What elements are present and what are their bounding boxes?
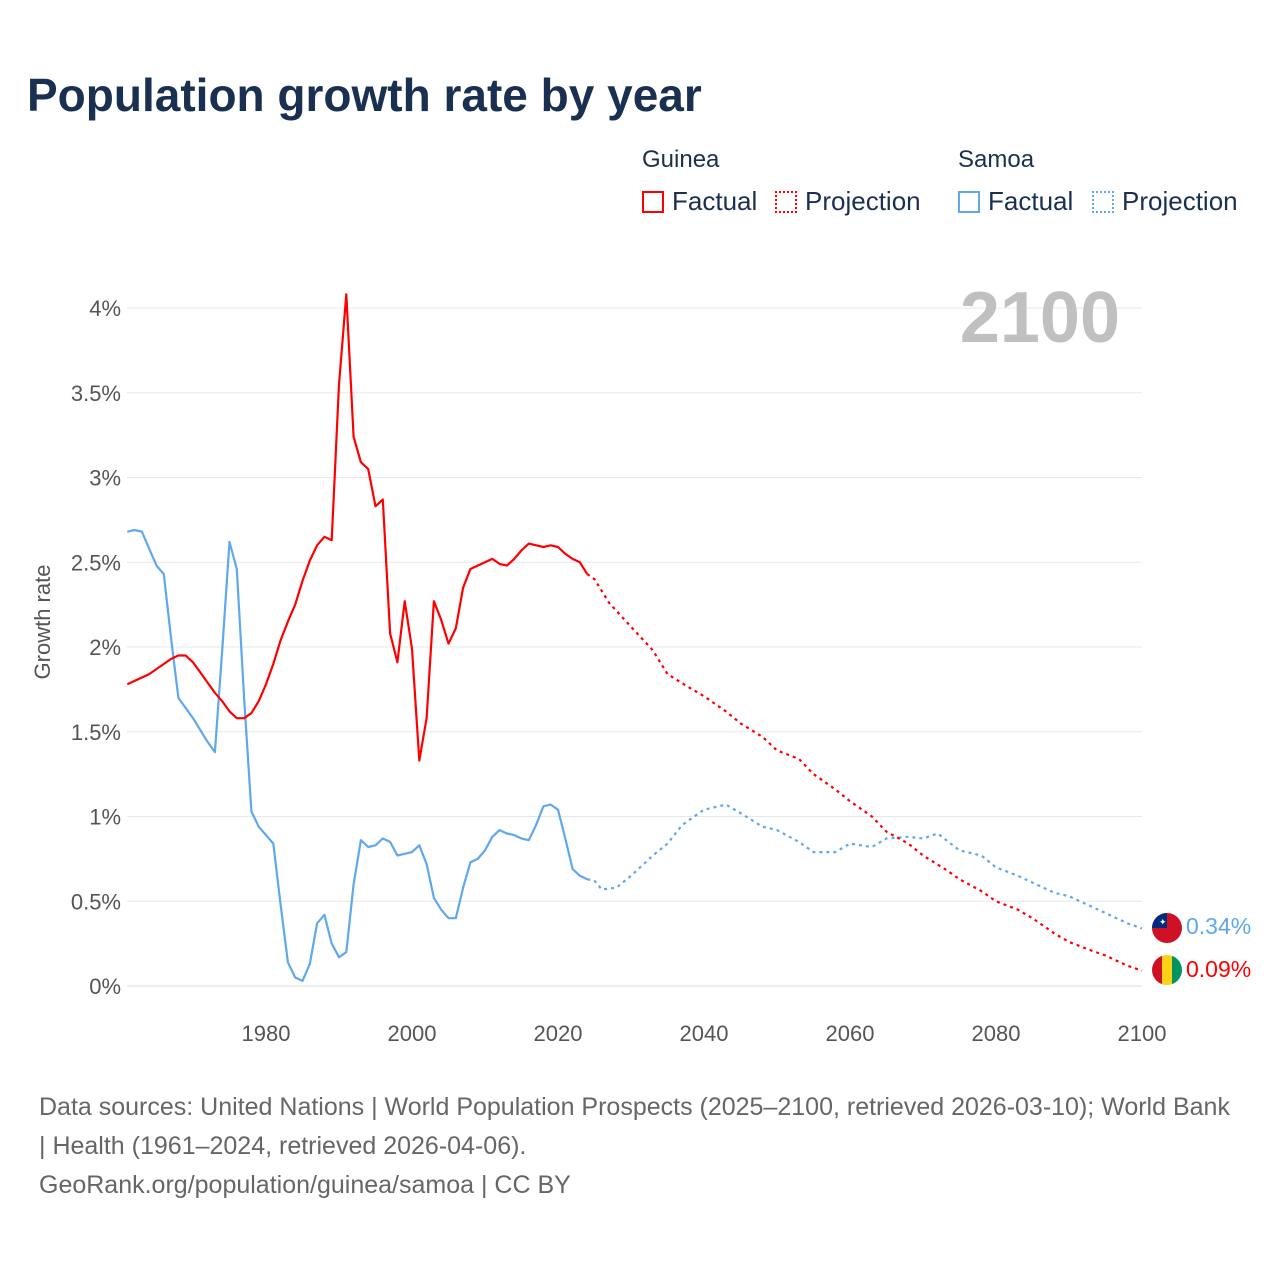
- legend-label: Projection: [805, 186, 921, 216]
- guinea-flag-icon: [1152, 955, 1182, 985]
- legend-swatch-solid: [958, 190, 980, 213]
- samoa-projection-line: [586, 803, 1143, 930]
- x-tick-label: 2000: [388, 1021, 437, 1046]
- samoa-flag-icon: ✦: [1152, 913, 1182, 943]
- samoa-factual-line: [127, 528, 588, 983]
- guinea-projection-line: [586, 573, 1143, 972]
- credit-link[interactable]: GeoRank.org/population/guinea/samoa | CC…: [39, 1171, 571, 1199]
- legend-swatch-dotted: [1092, 190, 1114, 213]
- legend-samoa-projection[interactable]: Projection: [1092, 186, 1238, 217]
- x-tick-label: 2020: [534, 1021, 583, 1046]
- y-axis-label: Growth rate: [30, 565, 55, 680]
- legend-group-guinea: Guinea: [642, 146, 720, 173]
- y-tick-label: 4%: [89, 296, 121, 321]
- current-year-label: 2100: [960, 278, 1120, 358]
- guinea-end-label: 0.09%: [1186, 956, 1251, 982]
- legend-group-samoa: Samoa: [958, 146, 1035, 173]
- legend-label: Projection: [1122, 186, 1238, 216]
- x-tick-label: 2100: [1118, 1021, 1167, 1046]
- legend-guinea-projection[interactable]: Projection: [775, 186, 921, 217]
- y-tick-label: 2%: [89, 635, 121, 660]
- guinea-factual-line: [126, 293, 589, 762]
- legend-label: Factual: [988, 186, 1074, 216]
- y-tick-label: 2.5%: [71, 550, 121, 575]
- y-tick-label: 0%: [89, 974, 121, 999]
- samoa-end-label: 0.34%: [1186, 913, 1251, 939]
- y-tick-label: 1%: [89, 805, 121, 830]
- svg-text:✦: ✦: [1159, 917, 1167, 927]
- legend-guinea-factual[interactable]: Factual: [642, 186, 757, 217]
- legend-samoa-factual[interactable]: Factual: [958, 186, 1073, 217]
- footer: Data sources: United Nations | World Pop…: [39, 1088, 1239, 1205]
- y-tick-label: 1.5%: [71, 720, 121, 745]
- chart-title: Population growth rate by year: [27, 69, 702, 121]
- legend-swatch-dotted: [775, 190, 797, 213]
- x-tick-label: 2040: [680, 1021, 729, 1046]
- data-sources: Data sources: United Nations | World Pop…: [39, 1093, 1230, 1160]
- legend-swatch-solid: [642, 190, 664, 213]
- legend-label: Factual: [672, 186, 758, 216]
- y-tick-label: 3%: [89, 466, 121, 491]
- y-tick-label: 0.5%: [71, 889, 121, 914]
- x-tick-label: 2080: [972, 1021, 1021, 1046]
- x-tick-label: 2060: [826, 1021, 875, 1046]
- y-tick-label: 3.5%: [71, 381, 121, 406]
- x-tick-label: 1980: [242, 1021, 291, 1046]
